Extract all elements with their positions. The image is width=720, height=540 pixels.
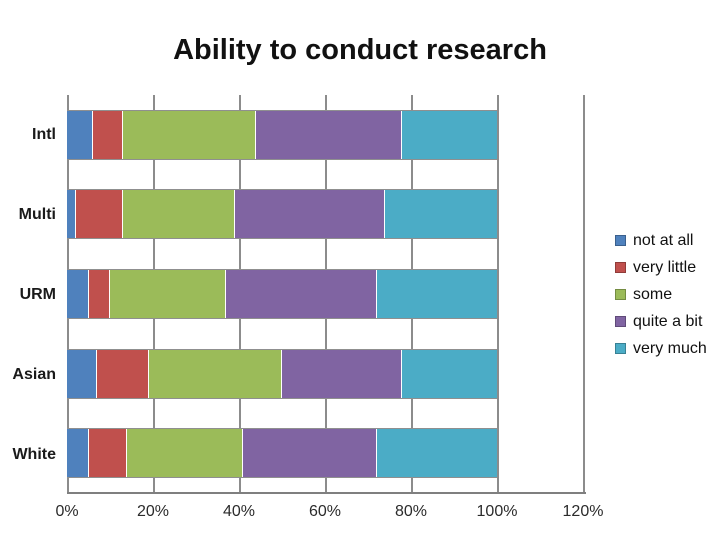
legend-swatch-icon bbox=[615, 343, 626, 354]
bar-segment-some bbox=[148, 349, 282, 398]
bar-segment-very-much bbox=[376, 429, 497, 478]
legend-swatch-icon bbox=[615, 235, 626, 246]
bar-segment-very-much bbox=[402, 349, 497, 398]
category-label-intl: Intl bbox=[32, 126, 56, 143]
bar-segment-very-much bbox=[385, 190, 497, 239]
bar-segment-very-little bbox=[97, 349, 149, 398]
bar-white bbox=[67, 428, 497, 479]
legend-swatch-icon bbox=[615, 262, 626, 273]
bar-segment-not-at-all bbox=[67, 349, 98, 398]
bar-segment-quite-a-bit bbox=[226, 270, 377, 318]
bar-segment-very-little bbox=[88, 429, 128, 478]
legend: not at all very little some quite a bit … bbox=[615, 227, 707, 362]
bar-segment-very-little bbox=[92, 110, 123, 159]
x-tick-120: 120% bbox=[562, 503, 604, 520]
bar-asian bbox=[67, 348, 497, 399]
bar-urm bbox=[67, 269, 497, 319]
bar-segment-not-at-all bbox=[67, 190, 76, 239]
bar-segment-very-much bbox=[376, 270, 497, 318]
category-label-multi: Multi bbox=[18, 206, 56, 223]
legend-item-very-little: very little bbox=[615, 254, 707, 281]
bar-segment-some bbox=[122, 190, 235, 239]
plot-area bbox=[67, 95, 585, 493]
x-tick-80: 80% bbox=[394, 503, 428, 520]
chart-title: Ability to conduct research bbox=[173, 34, 547, 66]
gridline-120 bbox=[583, 95, 585, 493]
bar-segment-not-at-all bbox=[67, 110, 93, 159]
bar-segment-very-little bbox=[88, 270, 110, 318]
x-tick-60: 60% bbox=[308, 503, 342, 520]
bar-segment-some bbox=[110, 270, 227, 318]
legend-item-very-much: very much bbox=[615, 335, 707, 362]
legend-item-not-at-all: not at all bbox=[615, 227, 707, 254]
bar-segment-very-little bbox=[75, 190, 123, 239]
category-label-white: White bbox=[12, 446, 56, 463]
bar-segment-not-at-all bbox=[67, 429, 89, 478]
gridline-100 bbox=[497, 95, 499, 493]
bar-segment-quite-a-bit bbox=[281, 349, 403, 398]
bar-segment-very-much bbox=[402, 110, 497, 159]
bar-segment-quite-a-bit bbox=[243, 429, 377, 478]
bar-segment-quite-a-bit bbox=[256, 110, 403, 159]
x-tick-40: 40% bbox=[222, 503, 256, 520]
bar-multi bbox=[67, 189, 497, 240]
legend-swatch-icon bbox=[615, 289, 626, 300]
x-tick-20: 20% bbox=[136, 503, 170, 520]
legend-item-some: some bbox=[615, 281, 707, 308]
bar-intl bbox=[67, 109, 497, 160]
bar-segment-some bbox=[122, 110, 257, 159]
bar-segment-some bbox=[127, 429, 244, 478]
legend-swatch-icon bbox=[615, 316, 626, 327]
category-label-asian: Asian bbox=[12, 366, 56, 383]
bar-segment-not-at-all bbox=[67, 270, 89, 318]
x-axis-line bbox=[67, 492, 586, 494]
x-tick-0: 0% bbox=[55, 503, 79, 520]
legend-item-quite-a-bit: quite a bit bbox=[615, 308, 707, 335]
bar-segment-quite-a-bit bbox=[234, 190, 386, 239]
x-tick-100: 100% bbox=[476, 503, 518, 520]
category-label-urm: URM bbox=[19, 286, 56, 303]
